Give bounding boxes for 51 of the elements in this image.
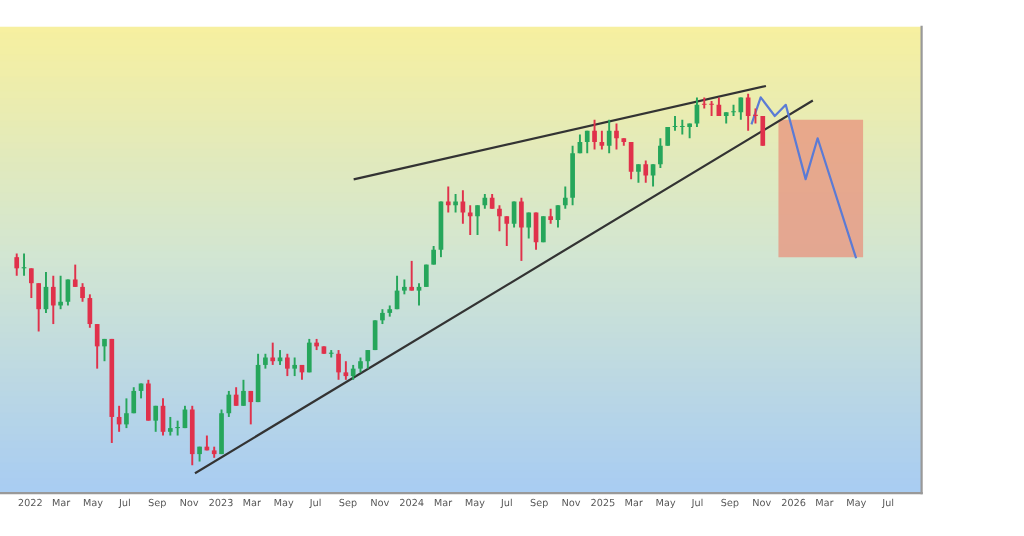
candlestick [94, 323, 100, 370]
candlestick [592, 118, 597, 151]
candlestick [679, 118, 685, 136]
candlestick [570, 144, 575, 207]
candlestick [270, 341, 276, 366]
candlestick [146, 378, 151, 422]
candlestick [519, 196, 524, 262]
candlestick [14, 252, 20, 277]
candlestick [416, 282, 422, 307]
candlestick [343, 360, 349, 381]
candlestick [167, 415, 173, 437]
candlestick [643, 159, 649, 184]
candlestick [336, 349, 341, 381]
candlestick [665, 126, 671, 147]
candlestick [248, 389, 254, 426]
candlestick [219, 408, 224, 456]
candlestick [226, 389, 232, 418]
candlestick [460, 189, 466, 225]
candlestick [80, 282, 85, 303]
candlestick [445, 185, 451, 214]
candlestick [29, 267, 34, 300]
candlestick [658, 137, 663, 169]
candlestick [50, 274, 56, 326]
candlestick [701, 96, 707, 110]
candlestick [72, 263, 78, 288]
candlestick [431, 245, 436, 266]
candlestick [131, 386, 137, 415]
candlestick [562, 185, 568, 210]
candlestick [497, 204, 502, 233]
candlestick [36, 282, 42, 333]
candlestick [285, 352, 290, 378]
candlestick [153, 404, 159, 433]
candlestick [453, 193, 458, 214]
candlestick [526, 211, 532, 240]
candlestick [606, 118, 612, 155]
candlestick [709, 100, 714, 117]
candlestick [614, 122, 619, 151]
candlestick [124, 397, 129, 430]
candlestick [475, 204, 480, 236]
candlestick [636, 163, 641, 184]
candlestick [241, 378, 246, 407]
candlestick [504, 215, 510, 247]
candlestick [760, 115, 766, 147]
candlestick [306, 337, 312, 374]
candlestick [541, 215, 546, 244]
candlestick [599, 129, 605, 151]
candlestick [292, 356, 298, 378]
candlestick [189, 404, 195, 467]
candlestick [365, 349, 371, 370]
candlestick [409, 259, 415, 292]
candlestick [738, 96, 744, 121]
